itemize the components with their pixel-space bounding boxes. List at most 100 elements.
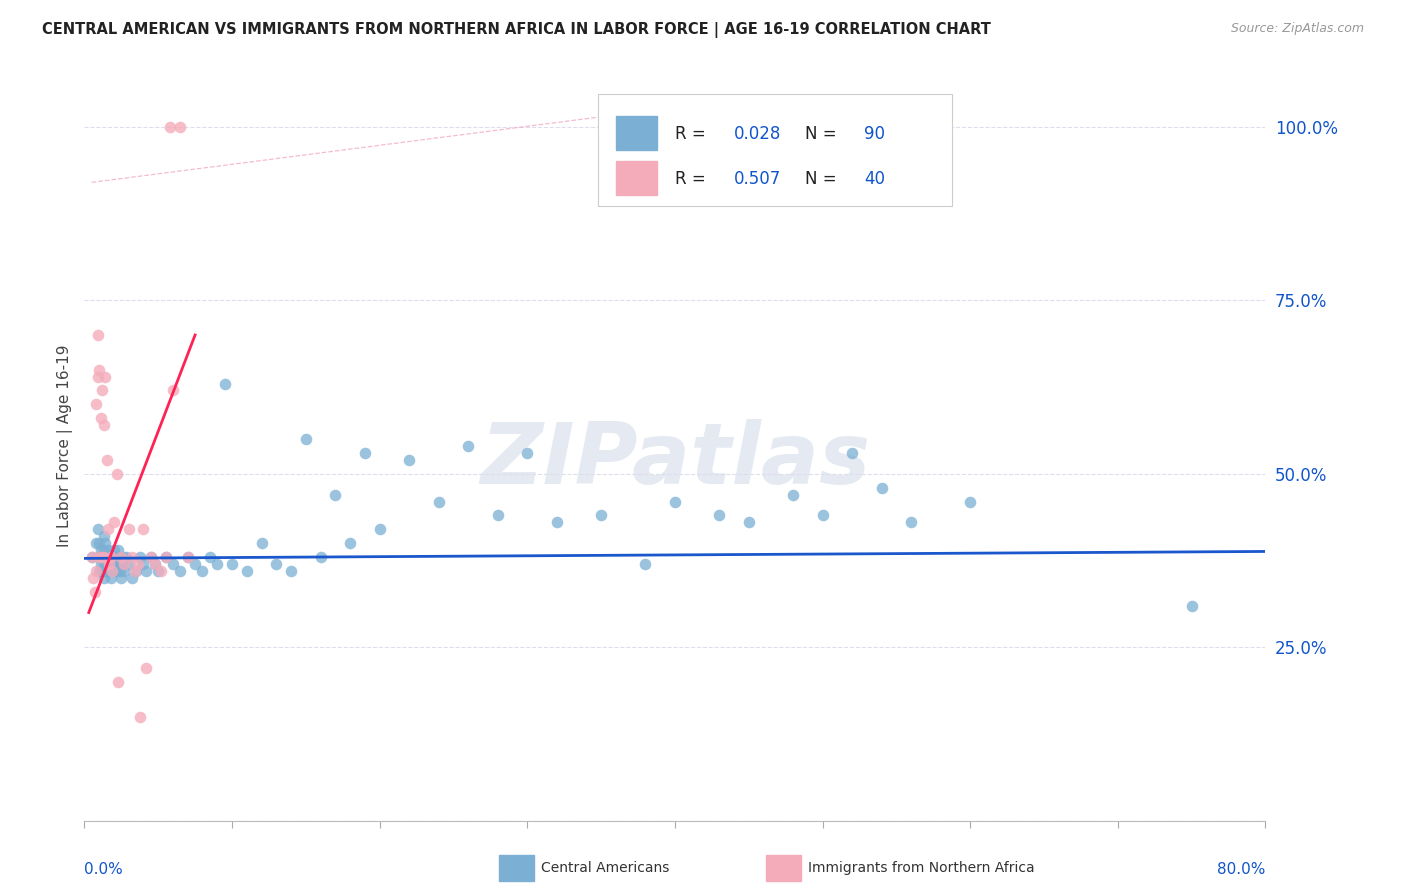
Point <box>93 529 115 543</box>
Text: N =: N = <box>804 125 842 143</box>
Point <box>139 549 162 564</box>
Point <box>266 557 288 571</box>
Point <box>97 557 120 571</box>
Text: CENTRAL AMERICAN VS IMMIGRANTS FROM NORTHERN AFRICA IN LABOR FORCE | AGE 16-19 C: CENTRAL AMERICAN VS IMMIGRANTS FROM NORT… <box>42 22 991 38</box>
Point <box>91 564 114 578</box>
Point <box>96 564 118 578</box>
Point <box>97 522 120 536</box>
Point <box>870 481 893 495</box>
Text: 40: 40 <box>863 169 884 187</box>
Point <box>101 564 124 578</box>
Point <box>103 543 125 558</box>
Point <box>121 571 143 585</box>
Point <box>100 549 122 564</box>
Text: Central Americans: Central Americans <box>541 861 669 875</box>
Point <box>457 439 479 453</box>
Point <box>427 494 450 508</box>
Point <box>516 446 538 460</box>
Point <box>221 557 243 571</box>
Point <box>124 564 146 578</box>
Text: 90: 90 <box>863 125 884 143</box>
Point <box>177 549 200 564</box>
Point <box>309 549 332 564</box>
Point <box>236 564 259 578</box>
Point <box>87 362 111 376</box>
Point <box>105 564 128 578</box>
Point <box>280 564 302 578</box>
Point <box>93 549 115 564</box>
Point <box>87 549 111 564</box>
Point <box>295 432 318 446</box>
Point <box>86 369 108 384</box>
Text: 0.507: 0.507 <box>734 169 782 187</box>
Point <box>84 397 107 411</box>
Point <box>103 516 125 530</box>
Point <box>198 549 221 564</box>
Point <box>143 557 166 571</box>
Point <box>93 418 115 433</box>
Point <box>108 564 131 578</box>
Point <box>664 494 686 508</box>
Point <box>107 674 129 689</box>
Point <box>98 557 121 571</box>
Text: ZIPatlas: ZIPatlas <box>479 419 870 502</box>
Point <box>80 549 103 564</box>
Point <box>162 557 184 571</box>
Point <box>103 564 125 578</box>
Point <box>105 467 128 481</box>
Point <box>98 564 121 578</box>
Point <box>93 571 115 585</box>
Point <box>398 453 420 467</box>
Point <box>214 376 236 391</box>
Point <box>94 369 117 384</box>
Point <box>114 549 136 564</box>
Point <box>87 549 111 564</box>
Point <box>162 384 184 398</box>
Text: Source: ZipAtlas.com: Source: ZipAtlas.com <box>1230 22 1364 36</box>
Point <box>591 508 613 523</box>
Point <box>125 564 148 578</box>
Point <box>86 522 108 536</box>
Point <box>96 453 118 467</box>
Y-axis label: In Labor Force | Age 16-19: In Labor Force | Age 16-19 <box>58 344 73 548</box>
Point <box>250 536 273 550</box>
Point <box>738 516 761 530</box>
Point <box>709 508 731 523</box>
Text: 0.028: 0.028 <box>734 125 782 143</box>
Point <box>94 536 117 550</box>
Point <box>368 522 391 536</box>
Text: R =: R = <box>675 169 711 187</box>
Text: N =: N = <box>804 169 842 187</box>
Point <box>86 328 108 343</box>
Point <box>155 549 177 564</box>
Point <box>118 557 141 571</box>
Point <box>90 411 112 425</box>
Point <box>91 549 114 564</box>
Point <box>811 508 834 523</box>
Point <box>135 661 157 675</box>
Point <box>841 446 863 460</box>
Point <box>354 446 377 460</box>
Point <box>135 564 157 578</box>
Point <box>111 557 134 571</box>
Point <box>82 571 104 585</box>
Point <box>107 557 129 571</box>
Point <box>84 536 107 550</box>
Point <box>191 564 214 578</box>
Point <box>339 536 361 550</box>
Point <box>127 557 149 571</box>
Point <box>93 543 115 558</box>
Point <box>84 564 107 578</box>
Point <box>87 536 111 550</box>
Point <box>486 508 509 523</box>
FancyBboxPatch shape <box>616 116 657 150</box>
Point <box>90 557 112 571</box>
Point <box>110 557 132 571</box>
Point <box>139 549 162 564</box>
Point <box>121 549 143 564</box>
Point <box>782 487 804 501</box>
Point <box>207 557 229 571</box>
Point <box>959 494 981 508</box>
FancyBboxPatch shape <box>598 94 952 206</box>
Point <box>112 564 135 578</box>
